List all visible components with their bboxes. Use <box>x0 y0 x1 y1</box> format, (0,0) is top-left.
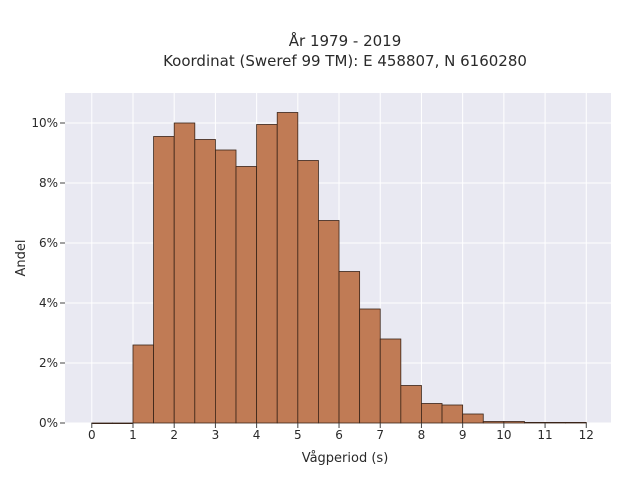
x-tick-label: 9 <box>459 428 467 442</box>
x-tick-label: 10 <box>496 428 511 442</box>
x-axis-ticks: 0 1 2 3 4 5 6 7 8 9 10 11 12 <box>88 423 594 442</box>
histogram-bar <box>91 422 113 425</box>
bars <box>91 112 587 425</box>
histogram-bar <box>400 385 422 424</box>
histogram-bar <box>318 220 340 424</box>
y-axis-ticks: 0% 2% 4% 6% 8% 10% <box>31 116 65 430</box>
histogram-bar <box>297 160 319 424</box>
histogram-bar <box>482 421 505 424</box>
y-tick-label: 0% <box>39 416 58 430</box>
y-tick-label: 10% <box>31 116 58 130</box>
chart-title-line2: Koordinat (Sweref 99 TM): E 458807, N 61… <box>163 52 527 70</box>
histogram-bar <box>462 413 484 424</box>
histogram-bar <box>338 271 361 424</box>
histogram-bar <box>441 404 464 424</box>
histogram-bar <box>379 338 402 424</box>
histogram-bar <box>503 421 525 424</box>
x-axis-label: Vågperiod (s) <box>302 451 389 466</box>
histogram-bar <box>215 149 237 424</box>
x-tick-label: 4 <box>253 428 261 442</box>
y-axis-label: Andel <box>14 240 29 277</box>
histogram-bar <box>524 421 546 424</box>
histogram-bar <box>111 422 134 425</box>
histogram-bar <box>153 136 175 424</box>
x-tick-label: 5 <box>294 428 302 442</box>
histogram-bar <box>359 308 381 424</box>
x-tick-label: 1 <box>129 428 137 442</box>
y-tick-label: 6% <box>39 236 58 250</box>
chart-title-line1: År 1979 - 2019 <box>289 31 402 50</box>
y-tick-label: 2% <box>39 356 58 370</box>
histogram-bar <box>565 421 587 424</box>
histogram-bar <box>256 124 278 424</box>
x-tick-label: 6 <box>335 428 343 442</box>
histogram-bar <box>173 122 196 424</box>
histogram-bar <box>235 166 258 424</box>
x-tick-label: 7 <box>376 428 384 442</box>
x-tick-label: 0 <box>88 428 96 442</box>
histogram-bar <box>276 112 299 424</box>
histogram-bar <box>421 403 443 424</box>
histogram-bar <box>194 139 216 424</box>
x-tick-label: 3 <box>212 428 220 442</box>
y-tick-label: 4% <box>39 296 58 310</box>
x-tick-label: 11 <box>537 428 552 442</box>
x-tick-label: 8 <box>418 428 426 442</box>
histogram-bar <box>544 421 567 424</box>
x-tick-label: 2 <box>170 428 178 442</box>
histogram-bar <box>132 344 154 424</box>
x-tick-label: 12 <box>579 428 594 442</box>
y-tick-label: 8% <box>39 176 58 190</box>
